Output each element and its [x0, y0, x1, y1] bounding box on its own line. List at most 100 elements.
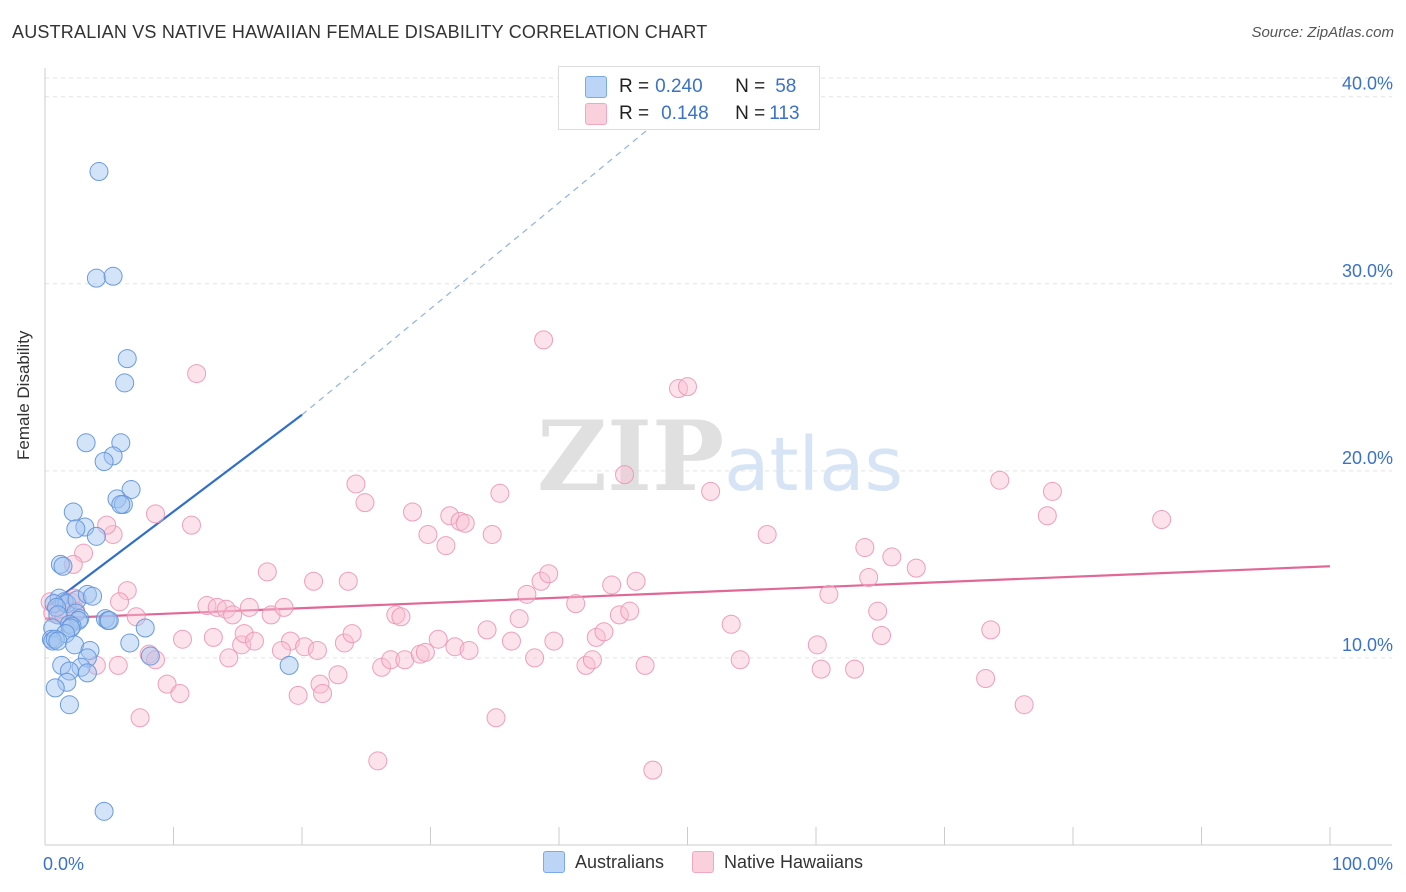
native-hawaiians-point — [845, 659, 865, 679]
native-hawaiians-point — [531, 571, 551, 591]
australians-point — [83, 586, 103, 606]
native-hawaiians-point — [338, 571, 358, 591]
native-hawaiians-point — [990, 470, 1010, 490]
native-hawaiians-point — [615, 465, 635, 485]
australians-point — [77, 648, 97, 668]
native-hawaiians-point — [355, 493, 375, 513]
native-hawaiians-point — [415, 642, 435, 662]
native-hawaiians-point — [271, 640, 291, 660]
australians-point — [94, 801, 114, 821]
australians-point — [57, 672, 77, 692]
australians-point — [103, 266, 123, 286]
native-hawaiians-point — [582, 650, 602, 670]
native-hawaiians-point — [1152, 509, 1172, 529]
australians-point — [48, 631, 68, 651]
blue-swatch — [542, 851, 565, 873]
australians-point — [59, 695, 79, 715]
x-tick-label: 100.0% — [1332, 854, 1393, 874]
native-hawaiians-point — [757, 524, 777, 544]
native-hawaiians-point — [232, 635, 252, 655]
native-hawaiians-point — [403, 502, 423, 522]
native-hawaiians-point — [381, 650, 401, 670]
native-hawaiians-point — [418, 524, 438, 544]
native-hawaiians-point — [203, 627, 223, 647]
r-label: R = — [619, 103, 650, 124]
australians-point — [94, 452, 114, 471]
native-hawaiians-point — [620, 601, 640, 621]
native-hawaiians-point — [859, 567, 879, 587]
australians-point — [47, 597, 67, 617]
native-hawaiians-point — [807, 635, 827, 655]
y-tick-label: 20.0% — [1342, 448, 1393, 468]
native-hawaiians-point — [602, 575, 622, 595]
native-hawaiians-point — [436, 536, 456, 556]
native-hawaiians-point — [440, 506, 460, 526]
native-hawaiians-point — [1014, 695, 1034, 715]
x-tick-label: 0.0% — [43, 854, 84, 874]
y-tick-label: 30.0% — [1342, 261, 1393, 281]
australians-point — [86, 268, 106, 288]
australians-point — [53, 556, 73, 576]
native-hawaiians-point — [428, 629, 448, 649]
native-hawaiians-point — [346, 474, 366, 494]
n-label: N = — [735, 76, 766, 97]
r-value: 0.148 — [661, 103, 709, 124]
native-hawaiians-point — [219, 648, 239, 668]
native-hawaiians-point — [872, 625, 892, 645]
native-hawaiians-point — [882, 547, 902, 567]
native-hawaiians-point — [486, 708, 506, 728]
legend-item-australians: Australians — [542, 851, 664, 873]
legend-row-australians: R = 0.240 N = 58 — [559, 73, 796, 101]
native-hawaiians-point — [157, 674, 177, 694]
australians-point — [140, 646, 160, 666]
australians-point — [43, 631, 63, 651]
native-hawaiians-point — [678, 377, 697, 397]
native-hawaiians-point — [517, 584, 537, 604]
australians-point — [279, 655, 299, 675]
australians-point — [63, 502, 83, 522]
native-hawaiians-point — [1037, 506, 1057, 526]
australians-point — [117, 349, 137, 369]
native-hawaiians-point — [108, 655, 128, 675]
native-hawaiians-point — [906, 558, 926, 578]
australians-point — [50, 554, 70, 574]
n-label: N = — [735, 103, 766, 124]
r-value: 0.240 — [655, 76, 703, 97]
native-hawaiians-point — [239, 597, 259, 617]
australians-point — [66, 519, 86, 539]
australians-point — [76, 433, 96, 453]
native-hawaiians-point — [459, 640, 479, 660]
native-hawaiians-point — [170, 683, 190, 703]
native-hawaiians-point — [509, 609, 529, 629]
australians-point — [77, 663, 97, 683]
native-hawaiians-point — [626, 571, 646, 591]
australians-point — [111, 495, 131, 515]
native-hawaiians-point — [172, 629, 192, 649]
australians-trend-line — [48, 413, 303, 607]
blue-swatch — [585, 76, 607, 98]
native-hawaiians-point — [117, 581, 137, 601]
native-hawaiians-point — [257, 562, 277, 582]
native-hawaiians-point — [594, 622, 614, 642]
australians-point — [121, 480, 141, 500]
native-hawaiians-point — [586, 627, 606, 647]
native-hawaiians-point — [811, 659, 831, 679]
australians-point — [103, 446, 123, 466]
native-hawaiians-point — [391, 607, 411, 627]
native-hawaiians-point — [328, 665, 348, 685]
native-hawaiians-point — [146, 650, 166, 670]
native-hawaiians-point — [455, 513, 475, 533]
legend-row-native-hawaiians: R = 0.148 N = 113 — [559, 100, 800, 128]
legend-label: Australians — [574, 851, 664, 872]
native-hawaiians-point — [976, 669, 996, 689]
native-hawaiians-point — [187, 364, 207, 384]
native-hawaiians-point — [181, 515, 201, 535]
n-value: 113 — [769, 103, 800, 124]
australians-point — [115, 373, 135, 393]
native-hawaiians-point — [1042, 481, 1062, 501]
native-hawaiians-point — [295, 637, 315, 657]
native-hawaiians-point — [313, 683, 333, 703]
australians-point — [135, 618, 155, 638]
australians-point — [99, 611, 119, 631]
